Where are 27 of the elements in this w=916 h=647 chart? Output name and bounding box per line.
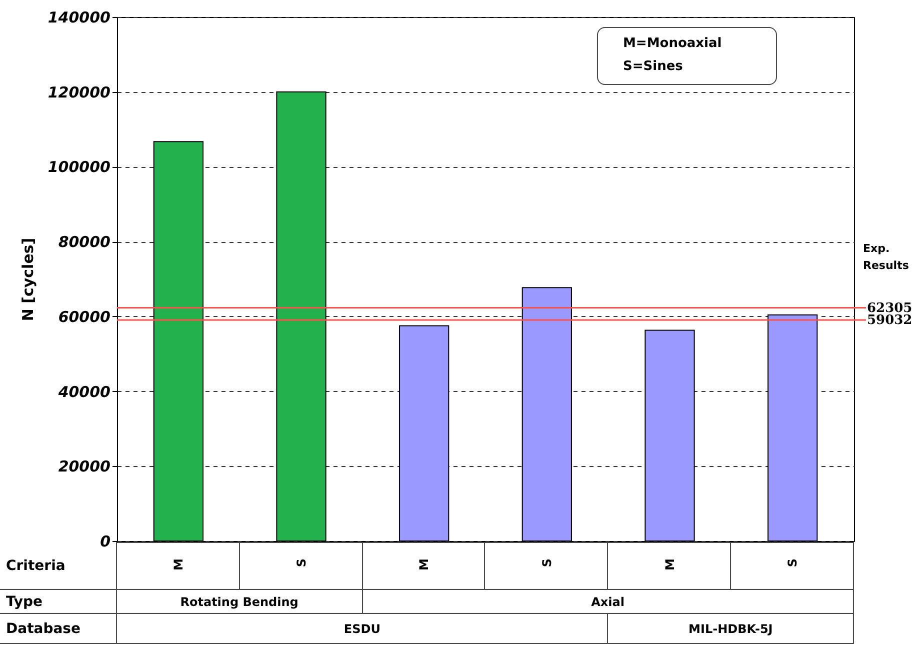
text: Criteria [6,558,66,574]
text: Rotating Bending [116,590,362,614]
annotation: S=Sines [623,58,684,76]
text: ESDU [116,614,608,644]
annotation: M=Monoaxial [623,35,723,53]
x-tick-label: M [662,558,677,570]
y-tick-label: 0 [100,532,110,550]
y-tick-label: 40000 [57,382,110,401]
text: Type [0,590,116,614]
y-tick-label: 80000 [58,233,110,252]
x-tick-label: S [540,558,554,568]
y-axis-title: N [cycles] [18,238,37,322]
x-tick-label: M [171,558,186,570]
note-box: M=Monoaxial S=Sines [597,27,777,85]
y-tick-label: 20000 [58,458,110,476]
x-tick-label: S [294,558,308,568]
x-tick-label: S [786,558,800,568]
text: Exp. Results [863,241,910,274]
ref-line-label: 59032 [867,313,912,328]
y-tick-label: 60000 [58,308,110,326]
y-tick-label: 120000 [48,83,110,102]
text: Axial [362,590,854,614]
text: Database [0,614,116,644]
y-tick-label: 100000 [48,158,110,176]
x-tick-label: M [417,558,432,570]
y-tick-label: 140000 [48,8,110,26]
text: MIL-HDBK-5J [608,614,854,644]
